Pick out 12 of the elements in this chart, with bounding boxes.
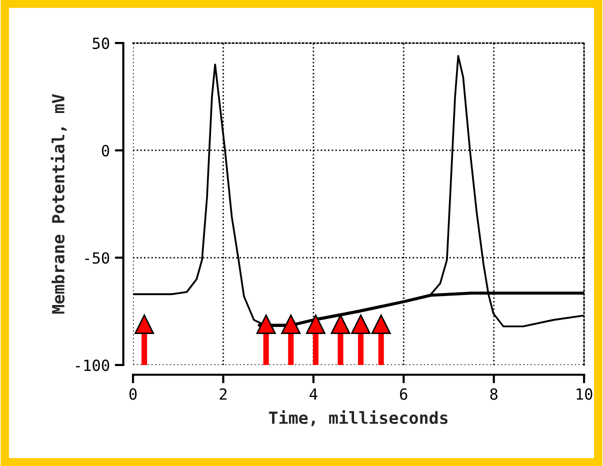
x-tick-label: 8 — [490, 388, 498, 400]
x-tick-label: 10 — [576, 388, 592, 400]
y-axis-title: Membrane Potential, mV — [50, 94, 67, 314]
x-tick-label: 2 — [220, 388, 227, 400]
y-tick-label: -50 — [85, 252, 110, 264]
x-tick-label: 0 — [129, 388, 137, 400]
x-tick-label: 6 — [400, 388, 408, 400]
y-tick-label: 0 — [102, 144, 110, 156]
x-axis-title: Time, milliseconds — [268, 410, 448, 426]
y-tick-label: 50 — [92, 38, 110, 50]
y-tick-label: -100 — [76, 360, 110, 372]
x-tick-label: 4 — [310, 388, 318, 400]
